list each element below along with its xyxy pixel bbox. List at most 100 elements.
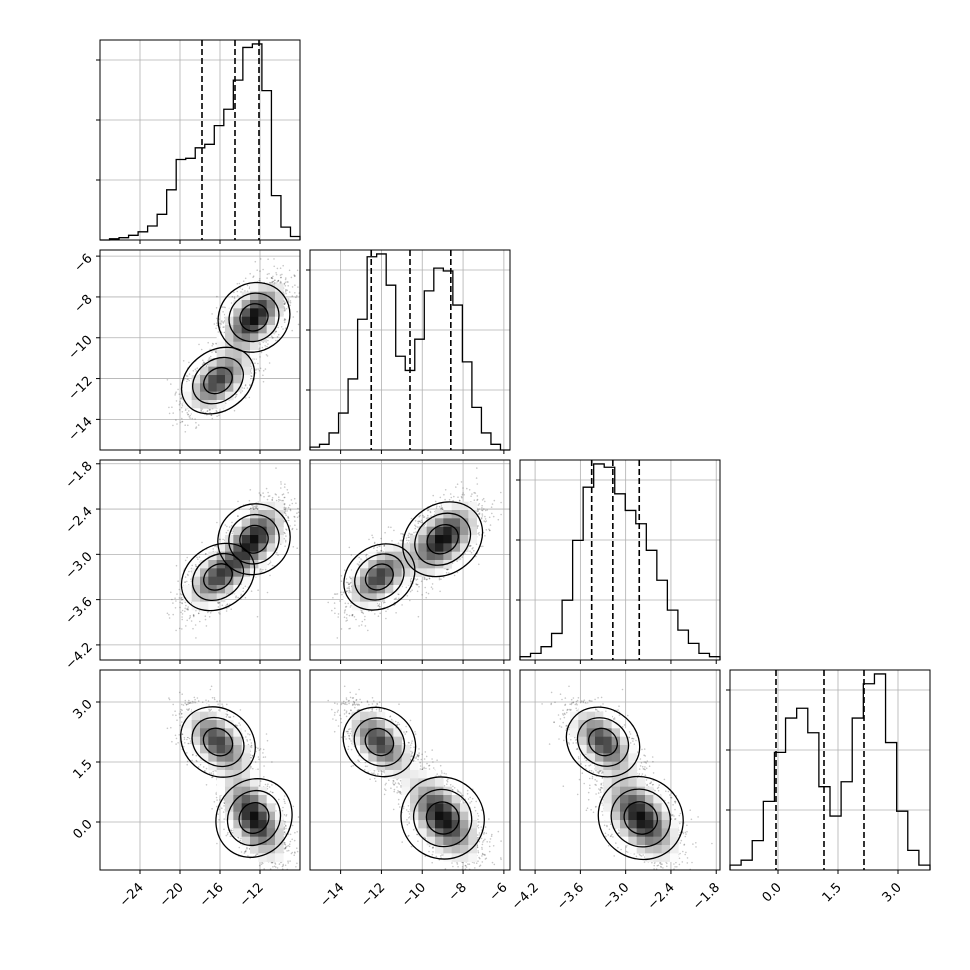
density-cell xyxy=(233,383,242,392)
sample-point xyxy=(186,375,189,377)
sample-point xyxy=(181,420,184,423)
sample-point xyxy=(174,392,177,395)
density-cell xyxy=(191,375,201,384)
sample-point xyxy=(291,527,294,530)
sample-point xyxy=(260,568,262,571)
y-tick-label: −8 xyxy=(71,292,95,316)
sample-point xyxy=(258,369,261,372)
sample-point xyxy=(250,367,253,370)
sample-point xyxy=(291,329,294,332)
sample-point xyxy=(287,506,290,509)
sample-point xyxy=(281,494,284,496)
sample-point xyxy=(283,318,286,320)
sample-point xyxy=(175,419,177,421)
sample-point xyxy=(268,562,271,565)
density-cell xyxy=(266,300,276,309)
sample-point xyxy=(256,269,259,272)
sample-point xyxy=(216,410,218,413)
sample-point xyxy=(294,275,296,277)
sample-point xyxy=(285,528,287,530)
sample-point xyxy=(168,412,171,415)
density-cell xyxy=(216,383,226,392)
sample-point xyxy=(280,481,282,483)
sample-point xyxy=(288,269,291,272)
sample-point xyxy=(174,597,176,599)
sample-point xyxy=(279,280,282,283)
sample-point xyxy=(272,280,274,283)
density-cell xyxy=(241,375,251,384)
sample-point xyxy=(262,268,264,271)
sample-point xyxy=(296,310,299,313)
sample-point xyxy=(195,370,198,372)
sample-point xyxy=(285,307,288,310)
sample-point xyxy=(227,529,229,532)
sample-point xyxy=(196,367,198,370)
sample-point xyxy=(211,313,213,315)
sample-point xyxy=(264,368,267,370)
sample-point xyxy=(287,281,289,283)
sample-point xyxy=(174,607,177,609)
sample-point xyxy=(277,326,280,329)
sample-point xyxy=(192,614,195,616)
sample-point xyxy=(282,493,285,495)
sample-point xyxy=(280,326,283,328)
sample-point xyxy=(181,404,184,407)
sample-point xyxy=(282,328,284,330)
sample-point xyxy=(253,508,255,510)
sample-point xyxy=(243,387,246,390)
density-cell xyxy=(258,316,267,326)
sample-point xyxy=(287,298,290,300)
sample-point xyxy=(202,359,204,362)
sample-point xyxy=(201,363,204,366)
sample-point xyxy=(294,520,296,522)
sample-point xyxy=(166,612,169,615)
sample-point xyxy=(187,413,189,416)
sample-point xyxy=(179,421,182,424)
sample-point xyxy=(266,277,268,279)
sample-point xyxy=(200,408,202,410)
sample-point xyxy=(284,510,287,513)
density-cell xyxy=(208,358,217,367)
density-cell xyxy=(200,391,209,401)
sample-point xyxy=(215,351,217,353)
sample-point xyxy=(277,279,280,282)
sample-point xyxy=(215,327,217,330)
density-cell xyxy=(200,400,209,409)
sample-point xyxy=(285,288,287,291)
density-cell xyxy=(266,291,276,301)
density-cell xyxy=(233,350,242,359)
sample-point xyxy=(181,609,184,612)
sample-point xyxy=(187,424,189,427)
histogram-step xyxy=(309,253,510,451)
contour-line xyxy=(180,346,256,415)
density-cell xyxy=(225,375,234,384)
sample-point xyxy=(287,285,290,287)
sample-point xyxy=(206,410,208,413)
density-cell xyxy=(216,333,226,342)
sample-point xyxy=(170,383,172,385)
density-cell xyxy=(233,341,242,351)
sample-point xyxy=(238,282,241,285)
density-cell xyxy=(250,341,259,351)
sample-point xyxy=(226,525,228,528)
sample-point xyxy=(271,498,274,501)
sample-point xyxy=(202,361,205,364)
sample-point xyxy=(280,276,282,279)
sample-point xyxy=(276,336,279,338)
sample-point xyxy=(213,323,216,325)
sample-point xyxy=(295,296,297,299)
sample-point xyxy=(221,604,224,607)
sample-point xyxy=(209,348,211,351)
contour-line xyxy=(192,356,244,405)
sample-point xyxy=(177,580,179,582)
sample-point xyxy=(187,413,189,416)
sample-point xyxy=(176,593,178,595)
sample-point xyxy=(262,374,264,377)
sample-point xyxy=(291,295,294,297)
sample-point xyxy=(288,291,291,293)
sample-point xyxy=(222,311,224,313)
sample-point xyxy=(285,535,287,537)
sample-point xyxy=(289,300,292,302)
sample-point xyxy=(237,515,239,517)
